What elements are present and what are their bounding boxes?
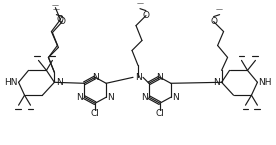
Text: HN: HN xyxy=(4,78,18,87)
Text: —: — xyxy=(216,7,223,13)
Text: O: O xyxy=(142,11,150,20)
Text: N: N xyxy=(141,93,148,102)
Text: N: N xyxy=(92,73,99,82)
Text: —: — xyxy=(52,3,59,9)
Text: Cl: Cl xyxy=(155,109,164,118)
Text: NH: NH xyxy=(258,78,272,87)
Text: O: O xyxy=(210,17,217,26)
Text: N: N xyxy=(107,93,114,102)
Text: N: N xyxy=(56,78,63,87)
Text: N: N xyxy=(213,78,220,87)
Text: N: N xyxy=(156,73,163,82)
Text: O: O xyxy=(57,15,64,24)
Text: N: N xyxy=(76,93,83,102)
Text: N: N xyxy=(135,73,141,82)
Text: N: N xyxy=(172,93,179,102)
Text: —: — xyxy=(137,1,144,7)
Text: —: — xyxy=(53,7,60,13)
Text: O: O xyxy=(59,17,66,26)
Text: Cl: Cl xyxy=(91,109,100,118)
